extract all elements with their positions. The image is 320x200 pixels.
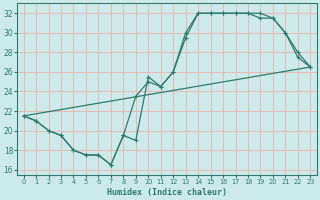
X-axis label: Humidex (Indice chaleur): Humidex (Indice chaleur) <box>107 188 227 197</box>
